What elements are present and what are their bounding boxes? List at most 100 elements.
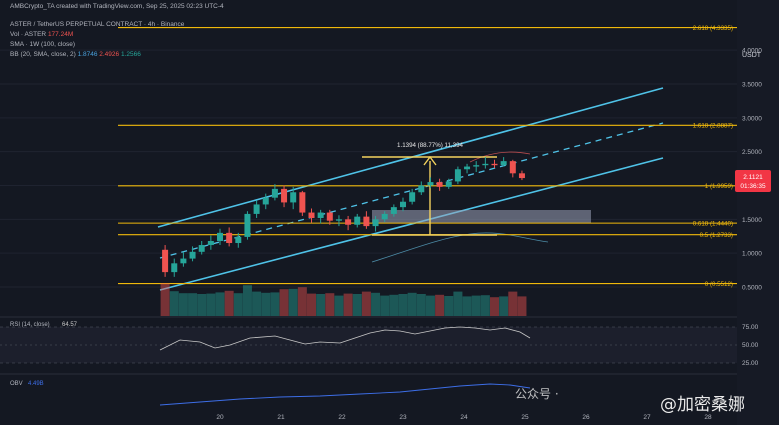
- candle-body: [189, 251, 196, 259]
- volume-bar: [215, 292, 225, 316]
- channel-lower-line: [159, 157, 664, 291]
- fib-level-label: 0.5 (1.2733): [700, 232, 733, 239]
- rsi-tick-25: 25.00: [742, 360, 759, 367]
- candle-body: [482, 163, 489, 166]
- candle-body: [317, 212, 324, 218]
- volume-bar: [160, 283, 170, 316]
- volume-bar: [361, 291, 371, 316]
- countdown-label: 01:36:35: [740, 183, 766, 190]
- volume-bar: [499, 296, 509, 316]
- rsi-tick-75: 75.00: [742, 324, 759, 331]
- volume-bar: [261, 292, 271, 316]
- candle-body: [326, 212, 333, 221]
- obv-pane: OBV 4.49B: [0, 373, 737, 406]
- date-tick-label: 28: [704, 414, 712, 421]
- measure-arrow-head: [423, 155, 437, 166]
- candle-body: [473, 165, 480, 167]
- bollinger-upper-value: 2.4926: [99, 51, 120, 58]
- rsi-label: RSI (14, close): [10, 322, 50, 328]
- volume-bar: [307, 293, 316, 316]
- candle-body: [436, 182, 443, 187]
- volume-bar: [343, 293, 353, 316]
- channel-middle-line: [159, 122, 664, 259]
- candle-body: [308, 212, 315, 218]
- candle-body: [271, 188, 278, 198]
- candle-body: [290, 192, 297, 203]
- candle-body: [427, 182, 434, 186]
- price-tick-label: 2.5000: [742, 149, 762, 156]
- volume-bar: [453, 291, 463, 316]
- candle-body: [491, 163, 498, 166]
- candle-body: [335, 219, 342, 221]
- fib-level-label: 1 (1.9959): [705, 183, 733, 190]
- bollinger-lower-value: 1.2566: [120, 51, 141, 58]
- bollinger-basis-value: 1.8746: [77, 51, 98, 58]
- candle-body: [226, 232, 233, 244]
- price-tick-label: 1.5000: [742, 217, 762, 224]
- volume-bar: [352, 294, 362, 316]
- volume-bar: [252, 291, 262, 316]
- date-tick-label: 20: [216, 414, 224, 421]
- time-axis[interactable]: 20 21 22 23 24 25 26 27 28: [216, 414, 712, 421]
- current-price-tag: 2.1121 01:36:35: [735, 170, 771, 192]
- candle-body: [262, 197, 269, 205]
- rsi-tick-50: 50.00: [742, 342, 759, 349]
- price-tick-label: 3.5000: [742, 81, 762, 88]
- volume-bar: [371, 292, 381, 316]
- date-tick-label: 27: [643, 414, 651, 421]
- volume-bar: [279, 289, 289, 316]
- volume-bar: [178, 293, 188, 316]
- volume-bar: [444, 296, 454, 316]
- volume-bar: [508, 291, 518, 316]
- volume-legend-value: 177.24M: [47, 31, 74, 38]
- volume-bar: [288, 288, 298, 316]
- bollinger-basis-curve: [371, 232, 549, 263]
- fib-level-label: 2.618 (4.3335): [693, 25, 733, 32]
- date-tick-label: 22: [338, 414, 346, 421]
- date-tick-label: 23: [399, 414, 407, 421]
- obv-value: 4.49B: [28, 381, 44, 387]
- volume-bar: [435, 294, 445, 316]
- volume-bar: [334, 295, 344, 316]
- candle-body: [445, 181, 452, 187]
- candle-body: [390, 207, 397, 214]
- volume-bar: [389, 294, 399, 316]
- price-tick-label: 1.0000: [742, 251, 762, 258]
- volume-bar: [471, 295, 481, 316]
- sma-legend: SMA · 1W (100, close): [10, 41, 76, 48]
- candle-body: [500, 161, 507, 166]
- candle-body: [418, 185, 425, 193]
- candle-body: [454, 169, 461, 182]
- obv-line: [159, 383, 531, 406]
- date-tick-label: 26: [582, 414, 590, 421]
- rsi-line: [159, 326, 531, 351]
- volume-bar: [197, 294, 207, 316]
- candle-body: [217, 232, 223, 241]
- watermark-brand: 公众号 ·: [515, 387, 559, 401]
- bollinger-legend-label: BB (20, SMA, close, 2): [10, 51, 76, 58]
- candlesticks: [162, 157, 525, 277]
- volume-bar: [380, 295, 390, 316]
- candle-body: [281, 188, 288, 203]
- volume-bar: [233, 293, 243, 316]
- date-tick-label: 25: [521, 414, 529, 421]
- volume-bar: [169, 291, 179, 316]
- date-tick-label: 24: [460, 414, 468, 421]
- fib-level-label: 0 (0.5512): [705, 281, 733, 288]
- volume-bars: [160, 283, 527, 316]
- volume-bar: [297, 287, 307, 316]
- volume-bar: [325, 293, 335, 316]
- candle-body: [518, 173, 525, 179]
- symbol-line: ASTER / TetherUS PERPETUAL CONTRACT · 4h…: [10, 21, 185, 28]
- candle-body: [372, 219, 379, 227]
- price-tick-label: 0.5000: [742, 285, 762, 292]
- price-tick-label: 3.0000: [742, 115, 762, 122]
- price-tick-label: 4.0000: [742, 48, 762, 55]
- candle-body: [464, 166, 471, 170]
- fib-level-label: 0.618 (1.4440): [693, 220, 733, 227]
- currency-label: USDT: [742, 52, 762, 59]
- measure-tool: 1.1394 (88.77%) 11,394: [362, 142, 497, 236]
- candle-body: [235, 236, 242, 244]
